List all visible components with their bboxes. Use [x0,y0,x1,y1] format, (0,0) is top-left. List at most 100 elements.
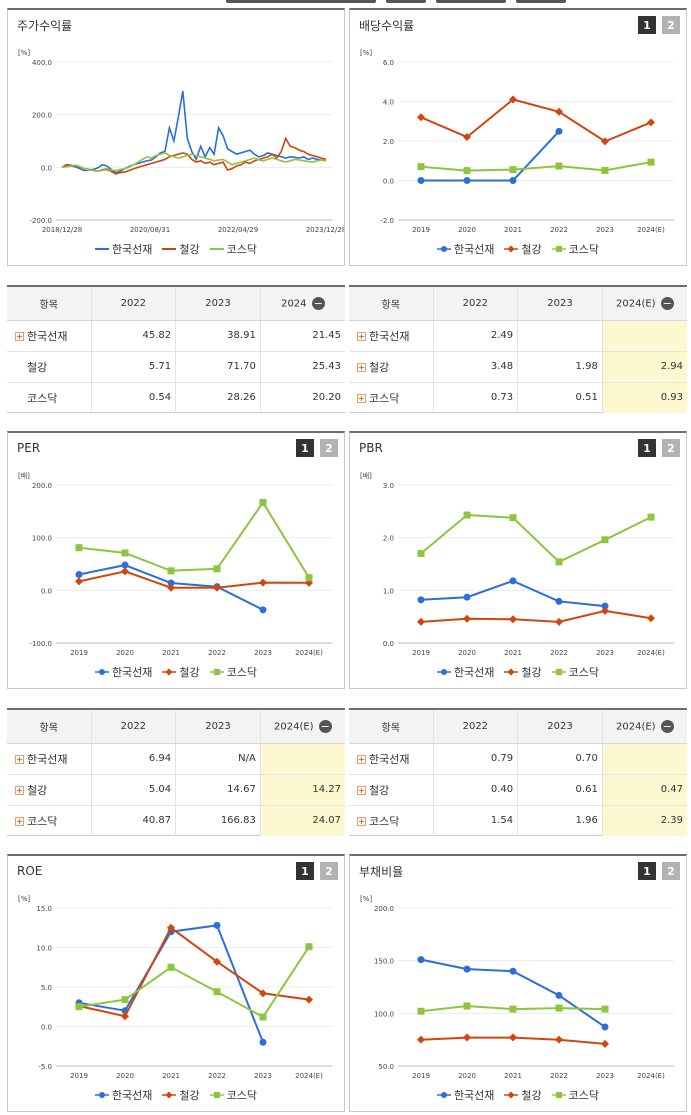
data-point [601,1005,609,1013]
table-cell: 25.43 [259,351,345,383]
data-point [167,963,175,971]
x-tick-label: 2019 [412,649,430,657]
expand-icon[interactable]: + [15,755,24,764]
y-tick-label: 0.0 [383,178,394,186]
expand-icon[interactable]: + [15,332,24,341]
series-line [78,926,310,1018]
page-1-button[interactable]: 1 [638,439,656,457]
header-item: 항목 [349,710,433,744]
table-cell: 0.73 [432,382,518,413]
table-cell: 0.51 [517,382,603,413]
page-1-button[interactable]: 1 [296,439,314,457]
legend-item-steel[interactable]: 철강 [162,1087,200,1103]
debt-ratio-panel: 부채비율 1 2 [%] 200.0 150.0 100.0 50.0 2019 2020 2… [349,854,687,1112]
legend-item-steel[interactable]: 철강 [504,1087,542,1103]
x-tick-label: 2023 [596,1072,614,1080]
table-cell: 21.45 [259,320,345,352]
page-2-button[interactable]: 2 [320,862,338,880]
table-cell: N/A [175,743,261,775]
page-1-button[interactable]: 1 [296,862,314,880]
debt-legend: 한국선재 철강 코스닥 [350,1087,686,1103]
legend-item-korean-wire[interactable]: 한국선재 [94,664,152,680]
legend-item-kosdaq[interactable]: 코스닥 [551,664,599,680]
data-point [417,956,425,964]
table-cell: 38.91 [175,320,261,352]
page-2-button[interactable]: 2 [662,862,680,880]
expand-icon[interactable]: + [357,394,366,404]
data-point [417,1007,425,1015]
collapse-icon[interactable]: − [311,296,325,310]
data-point [509,577,517,585]
page-2-button[interactable]: 2 [320,439,338,457]
y-tick-label: -5.0 [38,1063,52,1071]
collapse-icon[interactable]: − [660,719,674,733]
legend-item-steel[interactable]: 철강 [504,241,542,257]
table-cell: 0.93 [601,382,687,413]
legend-item-korean-wire[interactable]: 한국선재 [94,1087,152,1103]
collapse-icon[interactable]: − [318,719,332,733]
table-row: + 한국선재 6.94 N/A [7,743,345,775]
series-line [78,924,264,1043]
expand-icon[interactable]: + [357,332,366,341]
header-year: 2023 [517,287,603,321]
roe-title: ROE [17,864,43,878]
y-tick-label: 50.0 [378,1063,394,1071]
row-label: 한국선재 [27,752,68,766]
per-legend: 한국선재 철강 코스닥 [8,664,344,680]
table-cell: 28.26 [175,382,261,413]
dividend-legend: 한국선재 철강 코스닥 [350,241,686,257]
table-cell: 0.54 [90,382,176,413]
table-row: + 한국선재 2.49 [349,320,687,352]
expand-icon[interactable]: + [357,755,366,764]
dividend-yield-chart: [%] 6.0 4.0 2.0 0.0 -2.0 2019 2020 2021 2022 2023 2… [360,49,674,234]
data-point [259,989,267,998]
page-1-button[interactable]: 1 [638,862,656,880]
expand-icon[interactable]: + [15,817,24,827]
x-tick-label: 2019 [70,649,88,657]
x-tick-label: 2023 [254,1072,272,1080]
data-point [555,558,563,566]
page-2-button[interactable]: 2 [662,439,680,457]
data-point [259,1013,267,1021]
legend-item-korean-wire[interactable]: 한국선재 [436,1087,494,1103]
pbr-panel: PBR 1 2 [배] 3.0 2.0 1.0 0.0 2019 2020 2021 2022 2… [349,431,687,689]
x-tick-label: 2020 [458,1072,476,1080]
legend-item-kosdaq[interactable]: 코스닥 [209,664,257,680]
axis-unit-label: [배] [360,471,372,480]
legend-item-steel[interactable]: 철강 [162,243,200,256]
legend-item-steel[interactable]: 철강 [162,664,200,680]
legend-item-kosdaq[interactable]: 코스닥 [209,243,258,256]
expand-icon[interactable]: + [357,817,366,827]
table-cell: 0.79 [432,743,518,775]
row-label: 코스닥 [27,814,58,828]
data-point [305,574,313,582]
table-row: + 철강 5.04 14.67 14.27 [7,774,345,806]
legend-item-steel[interactable]: 철강 [504,664,542,680]
table-cell: 40.87 [90,805,176,836]
data-point [601,606,609,615]
expand-icon[interactable]: + [15,786,24,795]
page-2-button[interactable]: 2 [662,16,680,34]
row-label: 철강 [369,783,390,797]
legend-item-korean-wire[interactable]: 한국선재 [94,243,153,256]
legend-item-kosdaq[interactable]: 코스닥 [209,1087,257,1103]
data-point [213,988,221,996]
series-line [421,130,560,182]
data-point [601,166,609,174]
legend-item-korean-wire[interactable]: 한국선재 [436,241,494,257]
legend-item-korean-wire[interactable]: 한국선재 [436,664,494,680]
table-cell: 0.70 [517,743,603,775]
expand-icon[interactable]: + [357,786,366,795]
data-point [305,943,313,951]
data-point [601,536,609,544]
legend-item-kosdaq[interactable]: 코스닥 [551,241,599,257]
collapse-icon[interactable]: − [660,296,674,310]
expand-icon[interactable]: + [357,363,366,372]
table-cell: 20.20 [259,382,345,413]
axis-unit-label: [%] [18,49,30,57]
legend-item-kosdaq[interactable]: 코스닥 [551,1087,599,1103]
y-tick-label: 200.0 [374,905,394,913]
table-cell: 45.82 [90,320,176,352]
page-1-button[interactable]: 1 [638,16,656,34]
table-cell: 2.39 [601,805,687,836]
